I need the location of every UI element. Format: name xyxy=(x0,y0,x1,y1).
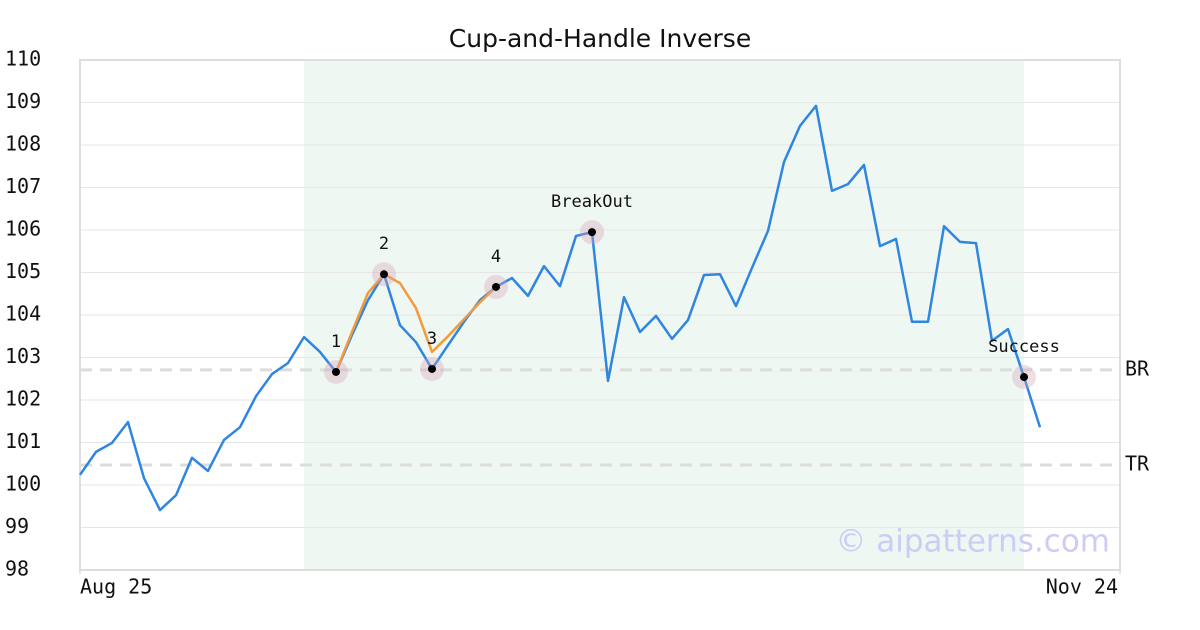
y-tick-label: 105 xyxy=(5,259,41,283)
plot-frame xyxy=(79,59,1121,571)
annotation-label: Success xyxy=(988,337,1060,357)
annotation-point xyxy=(332,367,340,376)
annotation-point xyxy=(492,282,500,291)
chart-title: Cup-and-Handle Inverse xyxy=(449,24,751,53)
annotation-point xyxy=(428,364,436,373)
annotation-label: 4 xyxy=(491,247,501,267)
annotation-label: 3 xyxy=(427,329,437,349)
annotation-point xyxy=(1020,373,1028,382)
annotation-label: 2 xyxy=(379,234,389,254)
series-line xyxy=(334,272,497,373)
y-tick-label: 99 xyxy=(5,514,29,538)
reference-label: BR xyxy=(1125,356,1150,380)
x-tick-label: Aug 25 xyxy=(80,575,152,599)
y-tick-label: 104 xyxy=(5,302,41,326)
y-tick-label: 110 xyxy=(5,47,41,71)
reference-label: TR xyxy=(1125,452,1150,476)
y-tick-label: 100 xyxy=(5,472,41,496)
y-tick-label: 103 xyxy=(5,344,41,368)
y-tick-label: 98 xyxy=(5,557,29,581)
y-tick-label: 102 xyxy=(5,387,41,411)
y-tick-label: 106 xyxy=(5,217,41,241)
series-line xyxy=(78,104,1042,512)
watermark: © aipatterns.com xyxy=(835,524,1110,560)
y-tick-label: 101 xyxy=(5,429,41,453)
annotation-point xyxy=(588,228,596,237)
annotation-label: BreakOut xyxy=(551,192,633,212)
y-tick-label: 108 xyxy=(5,132,41,156)
annotation-label: 1 xyxy=(331,332,341,352)
y-tick-label: 107 xyxy=(5,174,41,198)
x-tick-label: Nov 24 xyxy=(1046,575,1118,599)
annotation-point xyxy=(380,270,388,279)
y-tick-label: 109 xyxy=(5,89,41,113)
